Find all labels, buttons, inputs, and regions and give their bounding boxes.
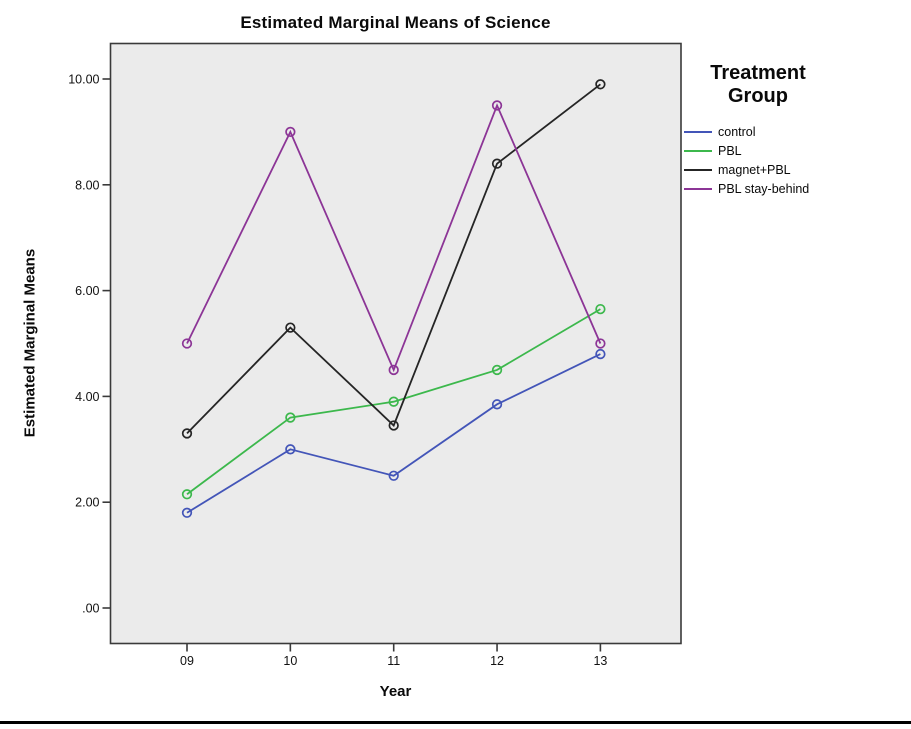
data-point-marker <box>595 79 606 90</box>
legend-swatch-magnet-pbl <box>684 168 712 171</box>
x-axis-title: Year <box>379 683 412 700</box>
y-tick-label: 4.00 <box>75 390 99 404</box>
legend-entry-pbl-stay-behind: PBL stay-behind <box>684 179 854 198</box>
legend-label: PBL <box>718 143 742 158</box>
data-point-marker <box>491 158 503 169</box>
legend-label: PBL stay-behind <box>718 181 810 196</box>
series-line-pbl-stay-behind <box>186 103 602 373</box>
legend-title: Treatment Group <box>710 62 806 107</box>
data-point-marker <box>181 489 193 500</box>
y-tick-label: .00 <box>82 602 99 616</box>
y-tick-label: 6.00 <box>75 284 99 298</box>
page-bottom-rule <box>0 721 911 724</box>
legend-label: control <box>718 124 756 139</box>
data-point-marker <box>285 322 296 333</box>
legend-swatch-pbl-stay-behind <box>684 187 712 190</box>
chart-title: Estimated Marginal Means of Science <box>240 13 551 32</box>
data-point-marker <box>388 420 399 431</box>
legend-swatch-control <box>684 130 712 133</box>
series-line-magnet-pbl <box>186 83 601 435</box>
data-point-marker <box>491 399 503 410</box>
legend-swatch-pbl <box>684 149 712 152</box>
data-point-marker <box>285 444 296 455</box>
y-tick-label: 2.00 <box>75 496 99 510</box>
data-point-marker <box>181 428 193 439</box>
data-point-marker <box>181 338 193 349</box>
x-tick-label: 12 <box>490 654 504 668</box>
x-tick-label: 10 <box>283 654 297 668</box>
data-point-marker <box>595 348 606 360</box>
data-point-marker <box>181 507 193 518</box>
data-point-marker <box>285 412 296 423</box>
x-tick-label: 11 <box>387 654 400 668</box>
data-point-marker <box>491 364 503 376</box>
y-tick-label: 8.00 <box>75 178 99 192</box>
legend-entry-pbl: PBL <box>684 141 854 160</box>
legend-label: magnet+PBL <box>718 162 791 177</box>
data-point-marker <box>491 100 503 111</box>
y-tick-label: 10.00 <box>68 73 99 87</box>
chart-legend: Treatment Group control PBL magnet+PBL P… <box>684 62 854 198</box>
data-point-marker <box>388 396 399 407</box>
data-point-marker <box>388 364 399 376</box>
data-point-marker <box>595 303 606 315</box>
data-point-marker <box>595 338 606 349</box>
plot-area <box>109 42 682 645</box>
data-point-marker <box>285 126 296 138</box>
data-point-marker <box>388 470 399 481</box>
x-tick-label: 13 <box>593 654 607 668</box>
legend-entry-control: control <box>684 122 854 141</box>
legend-entries: control PBL magnet+PBL PBL stay-behind <box>684 122 854 198</box>
series-line-pbl <box>186 308 601 495</box>
x-tick-label: 09 <box>180 654 194 668</box>
legend-entry-magnet-pbl: magnet+PBL <box>684 160 854 179</box>
series-line-control <box>186 353 601 514</box>
